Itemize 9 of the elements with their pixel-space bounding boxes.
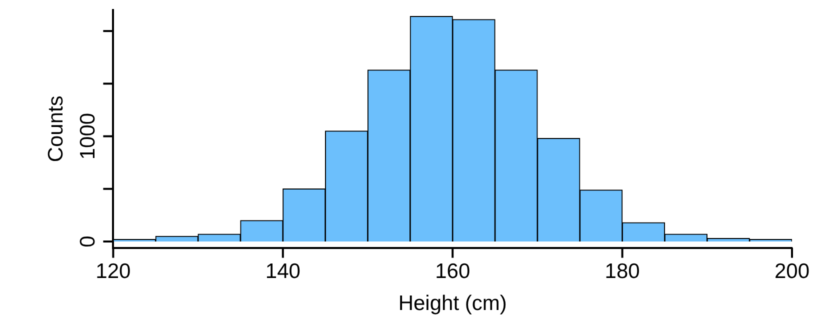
y-tick-label: 0 — [76, 236, 100, 248]
x-axis-title: Height (cm) — [398, 292, 507, 316]
x-tick-label: 180 — [604, 260, 640, 284]
x-tick-label: 200 — [774, 260, 810, 284]
y-axis-title: Counts — [44, 96, 68, 162]
y-tick-label: 1000 — [76, 112, 100, 160]
x-tick-label: 140 — [265, 260, 300, 284]
x-tick-label: 120 — [96, 260, 131, 284]
x-tick-label: 160 — [435, 260, 470, 284]
